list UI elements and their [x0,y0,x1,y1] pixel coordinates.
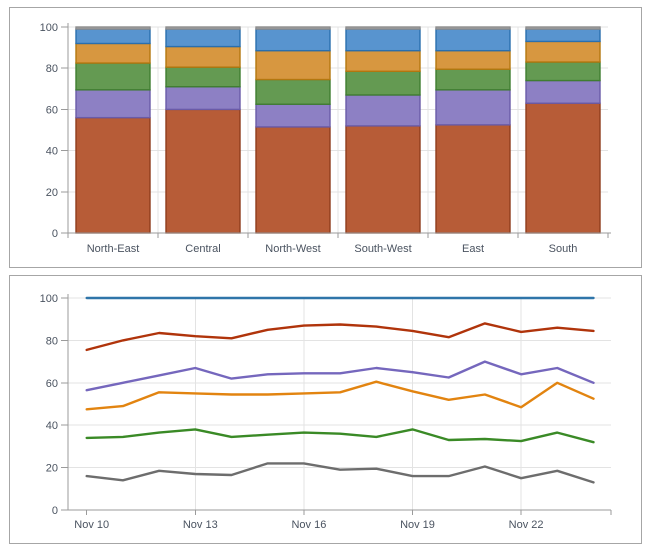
stacked-bar-chart: 0 20 40 60 80 100 North-East Central North-West S… [40,22,611,255]
category-label: East [462,243,484,255]
y-tick-label: 20 [46,463,58,475]
bar-segment-gray [435,26,511,30]
bar-segment-orange [525,40,601,63]
y-tick-label: 60 [46,104,58,116]
bar-segment-orange [435,49,511,70]
x-tick-label: Nov 16 [291,519,326,531]
y-tick-label: 100 [40,22,58,34]
x-tick-label: Nov 22 [509,519,544,531]
bar-segment-green [525,61,601,82]
x-tick-label: Nov 19 [400,519,435,531]
y-tick-label: 40 [46,420,58,432]
x-tick-label: Nov 10 [74,519,109,531]
bar-segment-purple [165,86,241,111]
bar-segment-purple [435,89,511,126]
bar-segment-purple [525,79,601,104]
y-tick-label: 40 [46,146,58,158]
x-tick-label: Nov 13 [183,519,218,531]
bar-segment-blue [525,28,601,43]
bar-segment-rust [345,125,421,234]
line-series-green [85,428,595,444]
bar-segment-rust [525,102,601,234]
line-series-orange [85,380,595,411]
bar-segment-green [255,78,331,105]
category-label: North-East [87,243,140,255]
category-label: Central [185,243,220,255]
line-series-gray [85,462,595,484]
bar-segment-rust [75,116,151,234]
bar-segment-green [435,68,511,91]
bar-segment-purple [255,103,331,128]
category-label: South [549,243,578,255]
bar-segment-orange [345,49,421,72]
bar-segment-green [165,66,241,88]
bar-segment-blue [255,28,331,52]
y-tick-label: 80 [46,63,58,75]
bar-segment-blue [345,28,421,52]
bar-segment-gray [345,26,421,30]
stacked-bar-chart-panel: 0 20 40 60 80 100 North-East Central North-West S… [9,7,642,268]
y-tick-label: 0 [52,228,58,240]
line-chart-panel: 0 20 40 60 80 100 Nov 10 Nov 13 Nov 16 Nov 19 Nov … [9,275,642,544]
y-tick-label: 80 [46,335,58,347]
bar-segment-gray [165,26,241,30]
bar-segment-gray [255,26,331,30]
bar-segment-rust [435,124,511,234]
bar-segment-orange [165,45,241,68]
bar-segment-rust [255,126,331,234]
bar-segment-green [75,62,151,91]
y-tick-label: 100 [40,293,58,305]
bar-segment-blue [165,28,241,48]
y-tick-label: 20 [46,187,58,199]
bar-segment-orange [75,42,151,64]
bar-segment-blue [75,28,151,45]
category-label: North-West [265,243,320,255]
line-chart: 0 20 40 60 80 100 Nov 10 Nov 13 Nov 16 Nov 19 Nov … [40,293,612,531]
bar-segment-purple [75,89,151,119]
y-tick-label: 0 [52,505,58,517]
bar-segment-orange [255,49,331,81]
line-series-red [85,322,595,352]
category-label: South-West [354,243,411,255]
bar-segment-gray [525,26,601,30]
bar-segment-blue [435,28,511,52]
bar-segment-gray [75,26,151,30]
bar-segment-purple [345,94,421,127]
bar-segment-green [345,70,421,96]
bar-segment-rust [165,108,241,234]
line-series-purple [85,360,595,392]
y-tick-label: 60 [46,378,58,390]
